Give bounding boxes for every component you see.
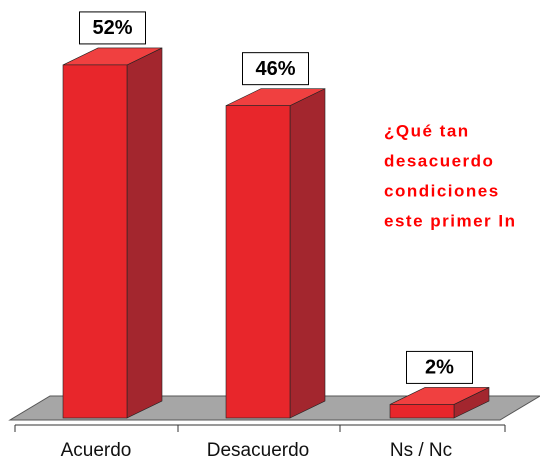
bar (62, 64, 128, 419)
x-tick-label: Desacuerdo (207, 440, 309, 461)
x-tick-label: Ns / Nc (390, 440, 452, 461)
annotation-line: desacuerdo (384, 151, 494, 170)
bar-side (289, 88, 326, 419)
annotation-line: este primer In (384, 211, 517, 230)
bar-side (126, 47, 163, 419)
bar (389, 404, 455, 419)
value-label: 46% (255, 58, 295, 80)
value-label-box (406, 350, 473, 384)
annotation-line: ¿Qué tan (384, 121, 470, 140)
annotation-line: condiciones (384, 181, 500, 200)
value-label-box (79, 11, 146, 45)
value-label-box (242, 52, 309, 86)
bar (225, 105, 291, 419)
value-label: 2% (425, 357, 454, 379)
x-tick-label: Acuerdo (61, 440, 132, 461)
value-label: 52% (92, 17, 132, 39)
